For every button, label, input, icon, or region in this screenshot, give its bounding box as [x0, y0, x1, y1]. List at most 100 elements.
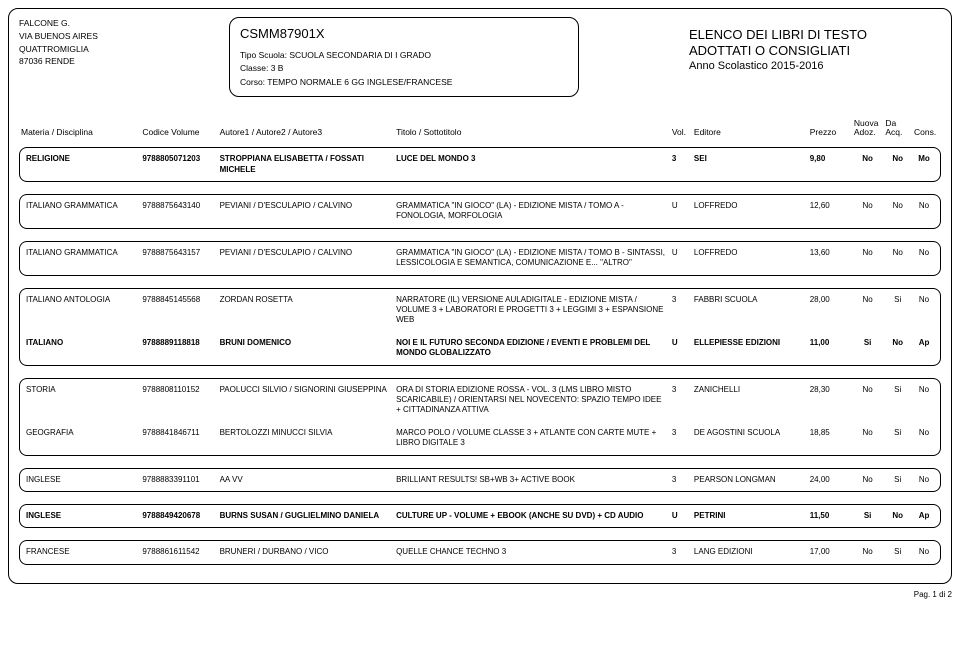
cell: 9788849420678	[140, 504, 217, 528]
cell: 24,00	[808, 468, 852, 492]
cell: No	[883, 504, 912, 528]
school-block: FALCONE G. VIA BUENOS AIRES QUATTROMIGLI…	[19, 17, 219, 68]
cell: No	[912, 241, 941, 276]
anno: Anno Scolastico 2015-2016	[689, 60, 941, 72]
cell: No	[883, 147, 912, 182]
cell: U	[670, 504, 692, 528]
cell: DE AGOSTINI SCUOLA	[692, 422, 808, 456]
cell: 9788875643140	[140, 194, 217, 229]
table-row: ITALIANO GRAMMATICA9788875643157PEVIANI …	[19, 241, 941, 276]
cell: RELIGIONE	[19, 147, 140, 182]
page-container: FALCONE G. VIA BUENOS AIRES QUATTROMIGLI…	[8, 8, 952, 584]
row-spacer	[19, 565, 941, 577]
cell: No	[883, 332, 912, 366]
tipo-label: Tipo Scuola:	[240, 50, 287, 60]
row-spacer	[19, 528, 941, 540]
cell: U	[670, 241, 692, 276]
cell: No	[852, 194, 884, 229]
elenco-line2: ADOTTATI O CONSIGLIATI	[689, 43, 941, 59]
th-materia: Materia / Disciplina	[19, 115, 140, 148]
cell: 3	[670, 378, 692, 422]
cell: Ap	[912, 504, 941, 528]
cell: 9788883391101	[140, 468, 217, 492]
cell: FRANCESE	[19, 540, 140, 564]
cell: No	[852, 288, 884, 332]
cell: U	[670, 332, 692, 366]
cell: LUCE DEL MONDO 3	[394, 147, 670, 182]
cell: ELLEPIESSE EDIZIONI	[692, 332, 808, 366]
th-vol: Vol.	[670, 115, 692, 148]
postal-city: 87036 RENDE	[19, 55, 219, 68]
elenco-line1: ELENCO DEI LIBRI DI TESTO	[689, 27, 941, 43]
cell: 13,60	[808, 241, 852, 276]
row-spacer	[19, 229, 941, 241]
cell: No	[912, 194, 941, 229]
row-spacer	[19, 492, 941, 504]
cell: No	[852, 540, 884, 564]
cell: U	[670, 194, 692, 229]
th-autore: Autore1 / Autore2 / Autore3	[218, 115, 395, 148]
th-editore: Editore	[692, 115, 808, 148]
cell: ITALIANO	[19, 332, 140, 366]
school-name: FALCONE G.	[19, 17, 219, 30]
cell: BRUNI DOMENICO	[218, 332, 395, 366]
corso-row: Corso: TEMPO NORMALE 6 GG INGLESE/FRANCE…	[240, 76, 568, 90]
th-da: Da Acq.	[883, 115, 912, 148]
cell: 28,30	[808, 378, 852, 422]
cell: ORA DI STORIA EDIZIONE ROSSA - VOL. 3 (L…	[394, 378, 670, 422]
classe-value: 3 B	[271, 63, 284, 73]
code-box: CSMM87901X Tipo Scuola: SCUOLA SECONDARI…	[229, 17, 579, 97]
table-row: ITALIANO9788889118818BRUNI DOMENICONOI E…	[19, 332, 941, 366]
cell: 9788875643157	[140, 241, 217, 276]
cell: Si	[883, 288, 912, 332]
cell: PAOLUCCI SILVIO / SIGNORINI GIUSEPPINA	[218, 378, 395, 422]
cell: 9788861611542	[140, 540, 217, 564]
table-header-row: Materia / Disciplina Codice Volume Autor…	[19, 115, 941, 148]
cell: 28,00	[808, 288, 852, 332]
cell: 18,85	[808, 422, 852, 456]
cell: BURNS SUSAN / GUGLIELMINO DANIELA	[218, 504, 395, 528]
cell: Si	[883, 422, 912, 456]
cell: LANG EDIZIONI	[692, 540, 808, 564]
cell: CULTURE UP - VOLUME + EBOOK (ANCHE SU DV…	[394, 504, 670, 528]
table-row: INGLESE9788849420678BURNS SUSAN / GUGLIE…	[19, 504, 941, 528]
tipo-value: SCUOLA SECONDARIA DI I GRADO	[289, 50, 431, 60]
cell: 12,60	[808, 194, 852, 229]
cell: No	[883, 241, 912, 276]
cell: No	[912, 288, 941, 332]
cell: INGLESE	[19, 468, 140, 492]
cell: PEARSON LONGMAN	[692, 468, 808, 492]
cell: QUELLE CHANCE TECHNO 3	[394, 540, 670, 564]
cell: 9788808110152	[140, 378, 217, 422]
row-spacer	[19, 182, 941, 194]
cell: 3	[670, 540, 692, 564]
address1: VIA BUENOS AIRES	[19, 30, 219, 43]
table-row: STORIA9788808110152PAOLUCCI SILVIO / SIG…	[19, 378, 941, 422]
cell: ITALIANO GRAMMATICA	[19, 194, 140, 229]
cell: GRAMMATICA "IN GIOCO" (LA) - EDIZIONE MI…	[394, 241, 670, 276]
cell: No	[912, 468, 941, 492]
classe-label: Classe:	[240, 63, 268, 73]
table-row: GEOGRAFIA9788841846711BERTOLOZZI MINUCCI…	[19, 422, 941, 456]
cell: No	[852, 422, 884, 456]
header: FALCONE G. VIA BUENOS AIRES QUATTROMIGLI…	[19, 17, 941, 97]
cell: BRUNERI / DURBANO / VICO	[218, 540, 395, 564]
cell: 9788841846711	[140, 422, 217, 456]
cell: 3	[670, 147, 692, 182]
table-row: RELIGIONE9788805071203STROPPIANA ELISABE…	[19, 147, 941, 182]
cell: PEVIANI / D'ESCULAPIO / CALVINO	[218, 241, 395, 276]
table-row: ITALIANO GRAMMATICA9788875643140PEVIANI …	[19, 194, 941, 229]
cell: GEOGRAFIA	[19, 422, 140, 456]
cell: MARCO POLO / VOLUME CLASSE 3 + ATLANTE C…	[394, 422, 670, 456]
row-spacer	[19, 276, 941, 288]
cell: Si	[852, 504, 884, 528]
th-nuova: Nuova Adoz.	[852, 115, 884, 148]
cell: PEVIANI / D'ESCULAPIO / CALVINO	[218, 194, 395, 229]
cell: 3	[670, 288, 692, 332]
cell: Si	[883, 378, 912, 422]
cell: LOFFREDO	[692, 194, 808, 229]
cell: No	[852, 468, 884, 492]
table-row: INGLESE9788883391101AA VVBRILLIANT RESUL…	[19, 468, 941, 492]
cell: No	[852, 147, 884, 182]
cell: 9788845145568	[140, 288, 217, 332]
